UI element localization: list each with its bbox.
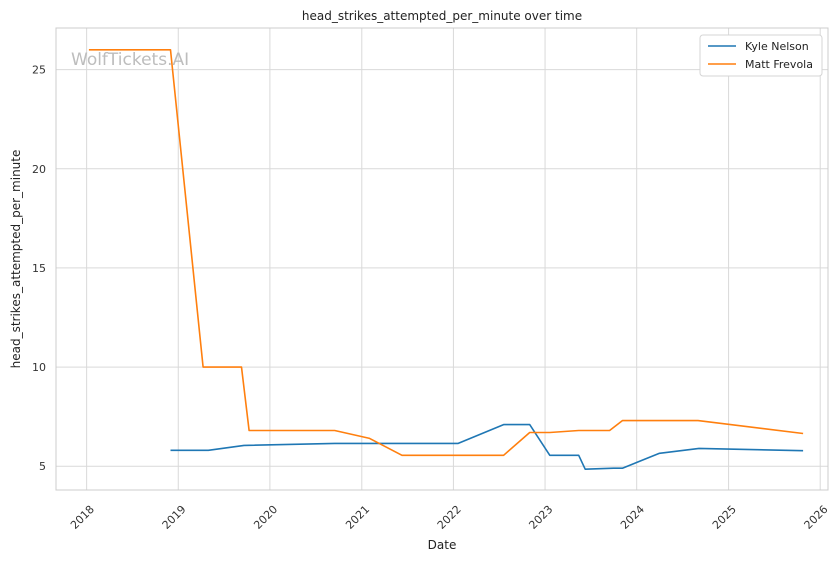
x-tick-labels: 2018 2019 2020 2021 2022 2023 2024 2025 2026: [68, 503, 831, 532]
x-tick-label: 2025: [710, 503, 739, 532]
plot-background: [56, 28, 828, 490]
x-axis-label: Date: [428, 538, 457, 552]
x-tick-label: 2022: [435, 503, 464, 532]
y-tick-label: 20: [32, 163, 46, 176]
chart-title: head_strikes_attempted_per_minute over t…: [302, 9, 582, 23]
y-tick-label: 10: [32, 361, 46, 374]
y-tick-labels: 5 10 15 20 25: [32, 64, 46, 474]
x-tick-label: 2019: [160, 503, 189, 532]
x-tick-label: 2018: [68, 503, 97, 532]
x-tick-label: 2021: [343, 503, 372, 532]
x-tick-label: 2024: [618, 503, 647, 532]
series-layer: [88, 49, 804, 470]
plot-frame: [55, 27, 829, 491]
x-tick-label: 2026: [802, 503, 831, 532]
x-tick-label: 2023: [526, 503, 555, 532]
x-tick-label: 2020: [251, 503, 280, 532]
watermark: WolfTickets.AI: [71, 50, 189, 70]
legend-label-matt-frevola: Matt Frevola: [745, 58, 813, 71]
legend-label-kyle-nelson: Kyle Nelson: [745, 40, 809, 53]
y-tick-label: 25: [32, 64, 46, 77]
y-axis-label: head_strikes_attempted_per_minute: [9, 150, 23, 369]
y-tick-label: 15: [32, 262, 46, 275]
y-tick-label: 5: [39, 460, 46, 473]
legend: Kyle Nelson Matt Frevola: [699, 34, 823, 77]
series-line-matt-frevola: [88, 49, 804, 457]
series-line-kyle-nelson: [170, 423, 804, 470]
grid: [56, 28, 828, 490]
